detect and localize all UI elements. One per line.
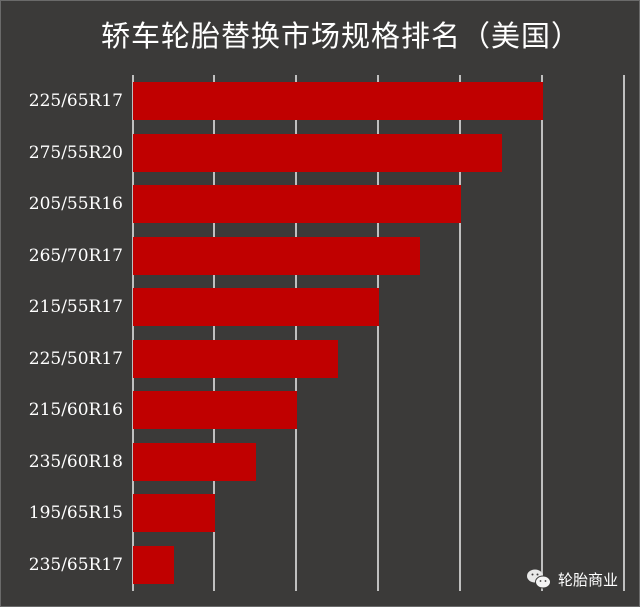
category-label: 275/55R20 — [28, 142, 123, 163]
watermark: 轮胎商业 — [526, 568, 618, 590]
category-label: 215/55R17 — [28, 297, 123, 317]
watermark-text: 轮胎商业 — [558, 570, 619, 589]
gridline — [623, 75, 625, 591]
category-label: 265/70R17 — [28, 245, 123, 266]
bar: 3 — [133, 442, 256, 481]
gridline — [213, 75, 215, 591]
bar: 1 — [133, 545, 174, 584]
category-label: 225/65R17 — [28, 91, 123, 111]
bar: 10 — [133, 82, 543, 120]
chart-title: 轿车轮胎替换市场规格排名（美国） — [100, 19, 581, 53]
bar: 6 — [133, 288, 379, 326]
bar: 2 — [133, 494, 215, 532]
gridline — [377, 75, 379, 591]
bar: 9 — [133, 133, 502, 172]
category-label: 215/60R16 — [28, 400, 123, 420]
category-label: 235/65R17 — [28, 554, 123, 575]
bar: 7 — [133, 236, 420, 275]
gridline — [132, 75, 134, 591]
gridline — [459, 75, 461, 591]
bar: 5 — [133, 339, 338, 378]
wechat-icon — [527, 569, 551, 589]
category-label: 205/55R16 — [28, 194, 123, 214]
bar: 8 — [133, 185, 461, 223]
category-label: 195/65R15 — [28, 503, 123, 523]
bar: 4 — [133, 391, 297, 429]
gridline — [295, 75, 297, 591]
category-label: 225/50R17 — [28, 348, 123, 369]
plot-area: 10 9 8 7 6 5 4 3 2 1 — [132, 75, 627, 591]
category-label: 235/60R18 — [28, 451, 123, 472]
gridline — [541, 75, 543, 591]
